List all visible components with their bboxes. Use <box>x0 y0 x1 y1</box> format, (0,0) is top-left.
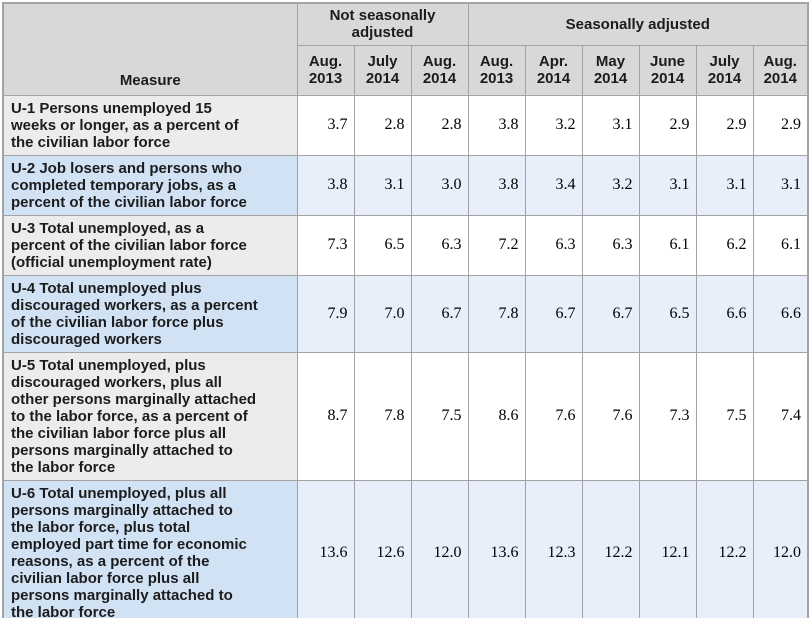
value-cell: 6.6 <box>752 274 809 353</box>
value-cell: 6.5 <box>353 214 412 276</box>
column-header-sa-aug-2014: Aug. 2014 <box>752 44 809 96</box>
measure-cell-u3: U-3 Total unemployed, as a percent of th… <box>2 214 298 276</box>
column-header-sa-may-2014: May 2014 <box>581 44 640 96</box>
table-row-u3: U-3 Total unemployed, as a percent of th… <box>2 214 809 276</box>
value-cell: 12.1 <box>638 479 697 618</box>
value-cell: 2.8 <box>410 94 469 156</box>
measure-cell-u2: U-2 Job losers and persons who completed… <box>2 154 298 216</box>
value-cell: 6.3 <box>581 214 640 276</box>
value-cell: 6.5 <box>638 274 697 353</box>
value-cell: 6.7 <box>410 274 469 353</box>
value-cell: 7.6 <box>581 351 640 481</box>
table-row-u2: U-2 Job losers and persons who completed… <box>2 154 809 216</box>
value-cell: 2.8 <box>353 94 412 156</box>
value-cell: 3.1 <box>581 94 640 156</box>
column-header-sa-july-2014: July 2014 <box>695 44 754 96</box>
value-cell: 3.2 <box>581 154 640 216</box>
table-row-u1: U-1 Persons unemployed 15 weeks or longe… <box>2 94 809 156</box>
value-cell: 7.6 <box>524 351 583 481</box>
measure-cell-u6: U-6 Total unemployed, plus all persons m… <box>2 479 298 618</box>
value-cell: 6.3 <box>524 214 583 276</box>
value-cell: 7.8 <box>467 274 526 353</box>
value-cell: 2.9 <box>695 94 754 156</box>
value-cell: 3.1 <box>638 154 697 216</box>
value-cell: 3.8 <box>467 154 526 216</box>
measure-cell-u1: U-1 Persons unemployed 15 weeks or longe… <box>2 94 298 156</box>
group-header-row: Measure Not seasonally adjusted Seasonal… <box>2 2 809 96</box>
value-cell: 2.9 <box>752 94 809 156</box>
column-header-sa-apr-2014: Apr. 2014 <box>524 44 583 96</box>
value-cell: 3.7 <box>296 94 355 156</box>
value-cell: 6.7 <box>524 274 583 353</box>
value-cell: 3.1 <box>752 154 809 216</box>
value-cell: 13.6 <box>296 479 355 618</box>
value-cell: 3.4 <box>524 154 583 216</box>
value-cell: 12.6 <box>353 479 412 618</box>
column-header-nsa-aug-2013: Aug. 2013 <box>296 44 355 96</box>
value-cell: 7.0 <box>353 274 412 353</box>
group-header-not-seasonally-adjusted: Not seasonally adjusted <box>296 2 469 46</box>
value-cell: 6.1 <box>752 214 809 276</box>
value-cell: 7.9 <box>296 274 355 353</box>
value-cell: 6.2 <box>695 214 754 276</box>
value-cell: 6.7 <box>581 274 640 353</box>
measure-cell-u4: U-4 Total unemployed plus discouraged wo… <box>2 274 298 353</box>
value-cell: 8.7 <box>296 351 355 481</box>
value-cell: 7.4 <box>752 351 809 481</box>
value-cell: 12.2 <box>581 479 640 618</box>
month-header-row: Aug. 2013 July 2014 Aug. 2014 Aug. 2013 … <box>3 44 809 96</box>
value-cell: 7.3 <box>296 214 355 276</box>
value-cell: 3.2 <box>524 94 583 156</box>
value-cell: 7.8 <box>353 351 412 481</box>
column-header-nsa-aug-2014: Aug. 2014 <box>410 44 469 96</box>
value-cell: 6.6 <box>695 274 754 353</box>
table-row-u6: U-6 Total unemployed, plus all persons m… <box>2 479 809 618</box>
group-header-seasonally-adjusted: Seasonally adjusted <box>467 2 809 46</box>
value-cell: 7.5 <box>410 351 469 481</box>
value-cell: 6.1 <box>638 214 697 276</box>
measure-column-header: Measure <box>2 2 298 96</box>
value-cell: 2.9 <box>638 94 697 156</box>
value-cell: 12.3 <box>524 479 583 618</box>
value-cell: 12.0 <box>752 479 809 618</box>
table-row-u4: U-4 Total unemployed plus discouraged wo… <box>2 274 809 353</box>
value-cell: 13.6 <box>467 479 526 618</box>
value-cell: 7.5 <box>695 351 754 481</box>
column-header-sa-june-2014: June 2014 <box>638 44 697 96</box>
value-cell: 3.0 <box>410 154 469 216</box>
value-cell: 12.2 <box>695 479 754 618</box>
value-cell: 3.8 <box>467 94 526 156</box>
value-cell: 6.3 <box>410 214 469 276</box>
table-row-u5: U-5 Total unemployed, plus discouraged w… <box>2 351 809 481</box>
value-cell: 8.6 <box>467 351 526 481</box>
value-cell: 7.3 <box>638 351 697 481</box>
column-header-nsa-july-2014: July 2014 <box>353 44 412 96</box>
column-header-sa-aug-2013: Aug. 2013 <box>467 44 526 96</box>
value-cell: 3.8 <box>296 154 355 216</box>
measure-cell-u5: U-5 Total unemployed, plus discouraged w… <box>2 351 298 481</box>
value-cell: 7.2 <box>467 214 526 276</box>
value-cell: 3.1 <box>695 154 754 216</box>
value-cell: 12.0 <box>410 479 469 618</box>
value-cell: 3.1 <box>353 154 412 216</box>
